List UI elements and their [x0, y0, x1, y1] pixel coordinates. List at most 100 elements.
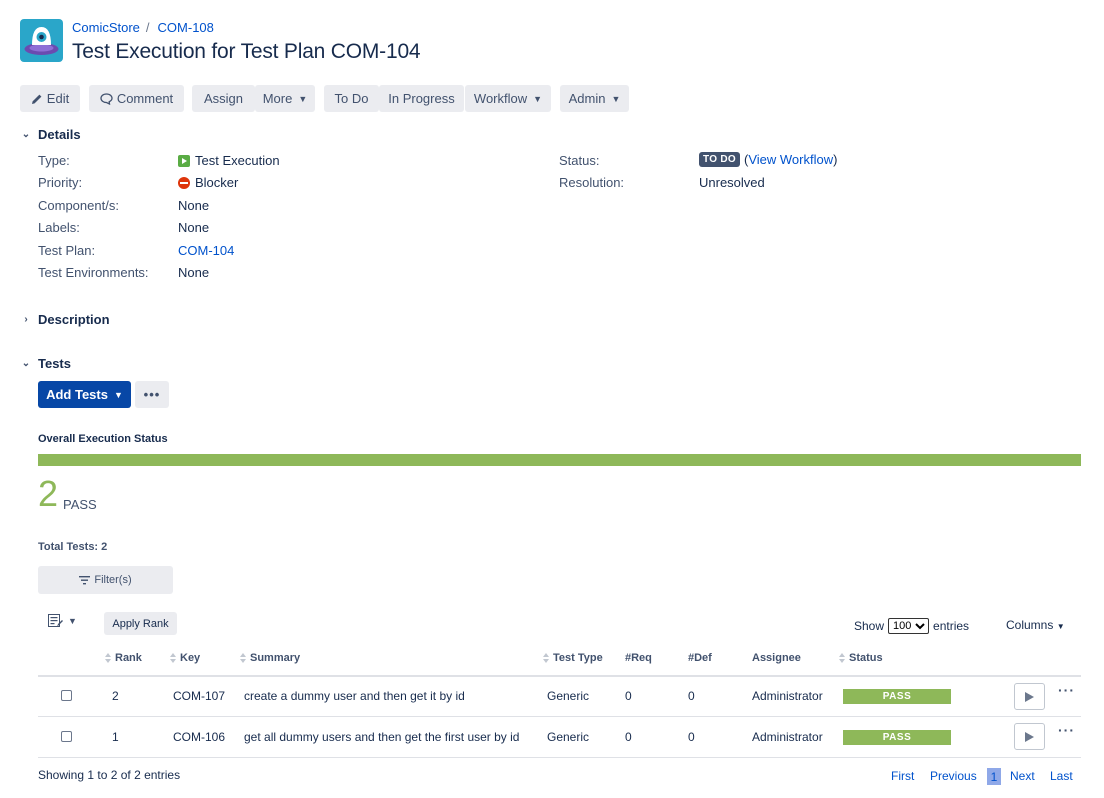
column-header-rank-label: Rank: [115, 652, 142, 664]
description-section-toggle[interactable]: › Description: [20, 312, 110, 327]
pagination-next[interactable]: Next: [1010, 769, 1035, 783]
more-dropdown-button[interactable]: More ▼: [255, 85, 315, 112]
sort-icon: [240, 653, 246, 663]
admin-dropdown-button[interactable]: Admin ▼: [560, 85, 629, 112]
add-tests-button[interactable]: Add Tests ▼: [38, 381, 131, 408]
tests-section-toggle[interactable]: ⌄ Tests: [20, 356, 71, 371]
row-status-lozenge: PASS: [843, 730, 951, 745]
in-progress-transition-button[interactable]: In Progress: [379, 85, 464, 112]
overall-execution-status-label: Overall Execution Status: [38, 433, 168, 445]
blocker-priority-icon: [178, 176, 190, 189]
column-header-status-label: Status: [849, 652, 883, 664]
breadcrumb-project-link[interactable]: ComicStore: [72, 20, 140, 35]
column-header-key[interactable]: Key: [170, 652, 200, 664]
chevron-down-icon: ▼: [533, 93, 543, 104]
row-divider: [38, 716, 1081, 717]
chevron-down-icon: ⌄: [21, 358, 31, 369]
test-environments-label: Test Environments:: [38, 265, 149, 280]
row-summary-link[interactable]: get all dummy users and then get the fir…: [244, 730, 520, 744]
edit-button[interactable]: Edit: [20, 85, 80, 112]
view-workflow-open-paren: (: [743, 152, 749, 167]
showing-entries-info: Showing 1 to 2 of 2 entries: [38, 768, 181, 782]
execute-test-button[interactable]: [1014, 683, 1045, 710]
view-workflow-wrapper: (View Workflow): [744, 152, 837, 167]
row-key-link[interactable]: COM-106: [173, 730, 226, 744]
status-lozenge: TO DO: [699, 152, 740, 167]
details-section-toggle[interactable]: ⌄ Details: [20, 127, 81, 142]
to-do-button-label: To Do: [334, 91, 369, 106]
labels-value: None: [178, 220, 210, 235]
page-title: Test Execution for Test Plan COM-104: [72, 40, 421, 63]
workflow-dropdown-button[interactable]: Workflow ▼: [465, 85, 551, 112]
pagination-first[interactable]: First: [891, 769, 915, 783]
columns-dropdown-button[interactable]: Columns ▼: [1006, 618, 1065, 632]
execute-test-button[interactable]: [1014, 723, 1045, 750]
pencil-icon: [31, 94, 42, 104]
chevron-down-icon: ▼: [298, 93, 308, 104]
execution-status-bar: [38, 454, 1081, 466]
row-select-checkbox[interactable]: [61, 690, 72, 701]
priority-value-text: Blocker: [195, 175, 239, 190]
chevron-down-icon: ▼: [113, 389, 123, 400]
chevron-down-icon: ⌄: [21, 129, 31, 140]
details-heading: Details: [38, 127, 81, 142]
column-header-summary[interactable]: Summary: [240, 652, 300, 664]
column-header-def: #Def: [688, 652, 712, 664]
rank-options-menu[interactable]: ▼: [48, 614, 77, 628]
row-def-count: 0: [688, 730, 695, 744]
column-header-test-type[interactable]: Test Type: [543, 652, 603, 664]
type-value-text: Test Execution: [195, 153, 280, 168]
sort-icon: [105, 653, 111, 663]
row-more-actions-button[interactable]: ···: [1058, 682, 1075, 698]
tests-heading: Tests: [38, 356, 71, 371]
in-progress-button-label: In Progress: [388, 91, 455, 106]
priority-label: Priority:: [38, 175, 83, 190]
row-assignee-link[interactable]: Administrator: [752, 689, 823, 703]
pagination-previous[interactable]: Previous: [930, 769, 977, 783]
row-assignee-link[interactable]: Administrator: [752, 730, 823, 744]
comment-button[interactable]: Comment: [89, 85, 184, 112]
status-value: TO DO (View Workflow): [699, 152, 837, 167]
project-avatar[interactable]: [20, 19, 63, 62]
test-plan-link[interactable]: COM-104: [178, 243, 235, 258]
apply-rank-button[interactable]: Apply Rank: [104, 612, 177, 635]
test-plan-label: Test Plan:: [38, 243, 96, 258]
row-select-checkbox[interactable]: [61, 731, 72, 742]
column-header-key-label: Key: [180, 652, 201, 664]
table-header-divider: [38, 675, 1081, 677]
type-value: Test Execution: [178, 153, 280, 168]
row-summary-link[interactable]: create a dummy user and then get it by i…: [244, 689, 465, 703]
filter-icon: [79, 575, 91, 584]
row-key-link[interactable]: COM-107: [173, 689, 226, 703]
assign-button[interactable]: Assign: [192, 85, 255, 112]
pagination-current-page[interactable]: 1: [987, 768, 1001, 785]
row-req-count: 0: [625, 689, 632, 703]
more-button-label: More: [262, 91, 293, 106]
row-def-count: 0: [688, 689, 695, 703]
caret-down-icon: ▼: [1056, 622, 1065, 631]
column-header-status[interactable]: Status: [839, 652, 883, 664]
pagination-last[interactable]: Last: [1050, 769, 1073, 783]
entries-per-page-select[interactable]: 100: [888, 618, 930, 634]
status-label: Status:: [559, 153, 600, 168]
to-do-transition-button[interactable]: To Do: [324, 85, 379, 112]
entries-label: entries: [933, 619, 970, 633]
show-entries-control: Show 100 entries: [854, 618, 969, 634]
pass-label: PASS: [63, 497, 97, 512]
admin-button-label: Admin: [568, 91, 606, 106]
labels-label: Labels:: [38, 220, 80, 235]
show-label: Show: [854, 619, 885, 633]
filter-button[interactable]: Filter(s): [38, 566, 173, 594]
column-header-assignee-label: Assignee: [752, 652, 801, 664]
column-header-rank[interactable]: Rank: [105, 652, 142, 664]
priority-value: Blocker: [178, 175, 238, 190]
row-more-actions-button[interactable]: ···: [1058, 722, 1075, 738]
view-workflow-link[interactable]: View Workflow: [748, 152, 834, 167]
row-status-lozenge: PASS: [843, 689, 951, 704]
tests-more-actions-button[interactable]: •••: [135, 381, 169, 408]
add-tests-label: Add Tests: [46, 387, 108, 402]
sort-icon: [839, 653, 845, 663]
breadcrumb-issue-link[interactable]: COM-108: [157, 20, 214, 35]
columns-button-label: Columns: [1006, 618, 1054, 632]
description-heading: Description: [38, 312, 110, 327]
